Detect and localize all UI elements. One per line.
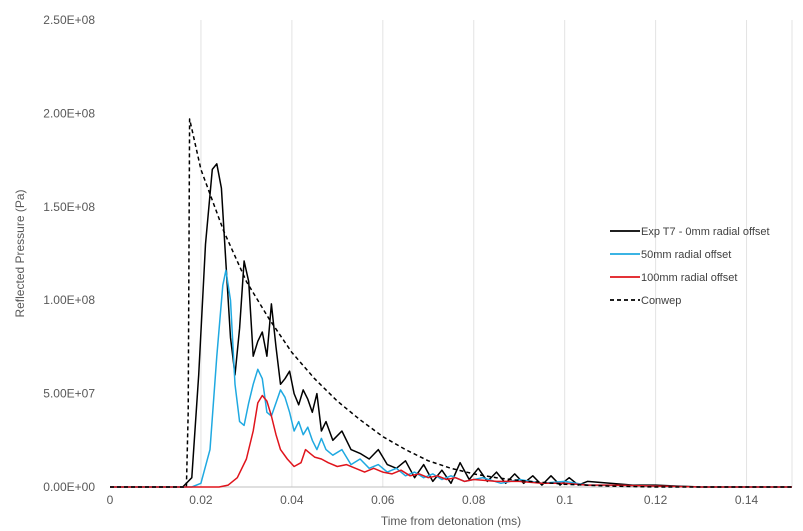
y-tick-label: 5.00E+07 (43, 387, 95, 401)
x-tick-label: 0.12 (644, 493, 668, 507)
y-tick-label: 0.00E+00 (43, 480, 95, 494)
y-tick-label: 1.00E+08 (43, 293, 95, 307)
y-axis-title: Reflected Pressure (Pa) (13, 189, 27, 317)
vertical-gridlines (200, 20, 793, 487)
y-tick-label: 1.50E+08 (43, 200, 95, 214)
series-line-2 (110, 394, 792, 488)
plot-area-series (110, 118, 792, 488)
x-tick-label: 0.04 (280, 493, 304, 507)
y-tick-label: 2.50E+08 (43, 13, 95, 27)
series-line-3 (110, 118, 792, 488)
legend-label-2: 100mm radial offset (641, 272, 737, 284)
x-tick-label: 0.02 (189, 493, 213, 507)
x-axis-title: Time from detonation (ms) (381, 514, 521, 528)
y-axis-tick-labels: 0.00E+00 5.00E+07 1.00E+08 1.50E+08 2.00E+08… (43, 13, 95, 494)
x-tick-label: 0.1 (556, 493, 573, 507)
x-tick-label: 0 (107, 493, 114, 507)
legend: Exp T7 - 0mm radial offset 50mm radial of… (610, 226, 770, 307)
x-axis-tick-labels: 0 0.02 0.04 0.06 0.08 0.1 0.12 0.14 (107, 493, 759, 507)
x-tick-label: 0.14 (735, 493, 759, 507)
y-tick-label: 2.00E+08 (43, 106, 95, 120)
legend-label-3: Conwep (641, 295, 681, 307)
series-line-1 (110, 269, 792, 488)
x-tick-label: 0.06 (371, 493, 395, 507)
legend-label-1: 50mm radial offset (641, 249, 731, 261)
series-line-0 (110, 163, 792, 488)
legend-label-0: Exp T7 - 0mm radial offset (641, 226, 770, 238)
x-tick-label: 0.08 (462, 493, 486, 507)
